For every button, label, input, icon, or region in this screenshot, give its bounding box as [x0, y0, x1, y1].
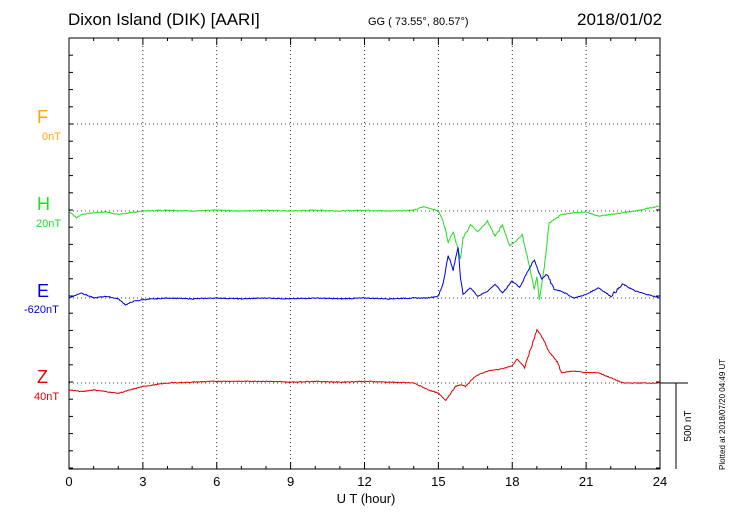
x-tick-label: 15	[431, 474, 445, 489]
x-tick-label: 18	[505, 474, 519, 489]
component-h-baseline: 20nT	[36, 218, 62, 230]
x-tick-label: 21	[579, 474, 593, 489]
component-z-baseline: 40nT	[34, 391, 60, 403]
series-e-line	[68, 247, 661, 306]
axis-frame	[68, 37, 661, 470]
component-e-label: E	[37, 281, 50, 301]
series-z-line	[68, 328, 661, 402]
plotted-timestamp: Plotted at 2018/07/20 04:49 UT	[718, 358, 727, 470]
date-label: 2018/01/02	[577, 10, 663, 29]
component-h-label: H	[37, 194, 50, 214]
grid-lines	[69, 38, 660, 469]
x-tick-label: 6	[213, 474, 220, 489]
series-lines	[68, 205, 661, 402]
x-tick-label: 24	[653, 474, 667, 489]
scale-bar-label: 500 nT	[683, 410, 694, 441]
tick-labels: 0 3 6 9 12 15 18 21 24	[65, 474, 667, 489]
station-title: Dixon Island (DIK) [AARI]	[68, 10, 260, 29]
component-f-label: F	[37, 107, 48, 127]
component-f-baseline: 0nT	[42, 131, 61, 143]
x-tick-label: 12	[357, 474, 371, 489]
component-z-label: Z	[37, 367, 48, 387]
x-axis-label: U T (hour)	[337, 491, 396, 506]
coordinates-label: GG ( 73.55°, 80.57°)	[368, 16, 469, 28]
x-tick-label: 9	[287, 474, 294, 489]
component-e-baseline: -620nT	[24, 304, 59, 316]
x-tick-label: 0	[65, 474, 72, 489]
x-tick-label: 3	[139, 474, 146, 489]
series-h-line	[68, 205, 661, 300]
